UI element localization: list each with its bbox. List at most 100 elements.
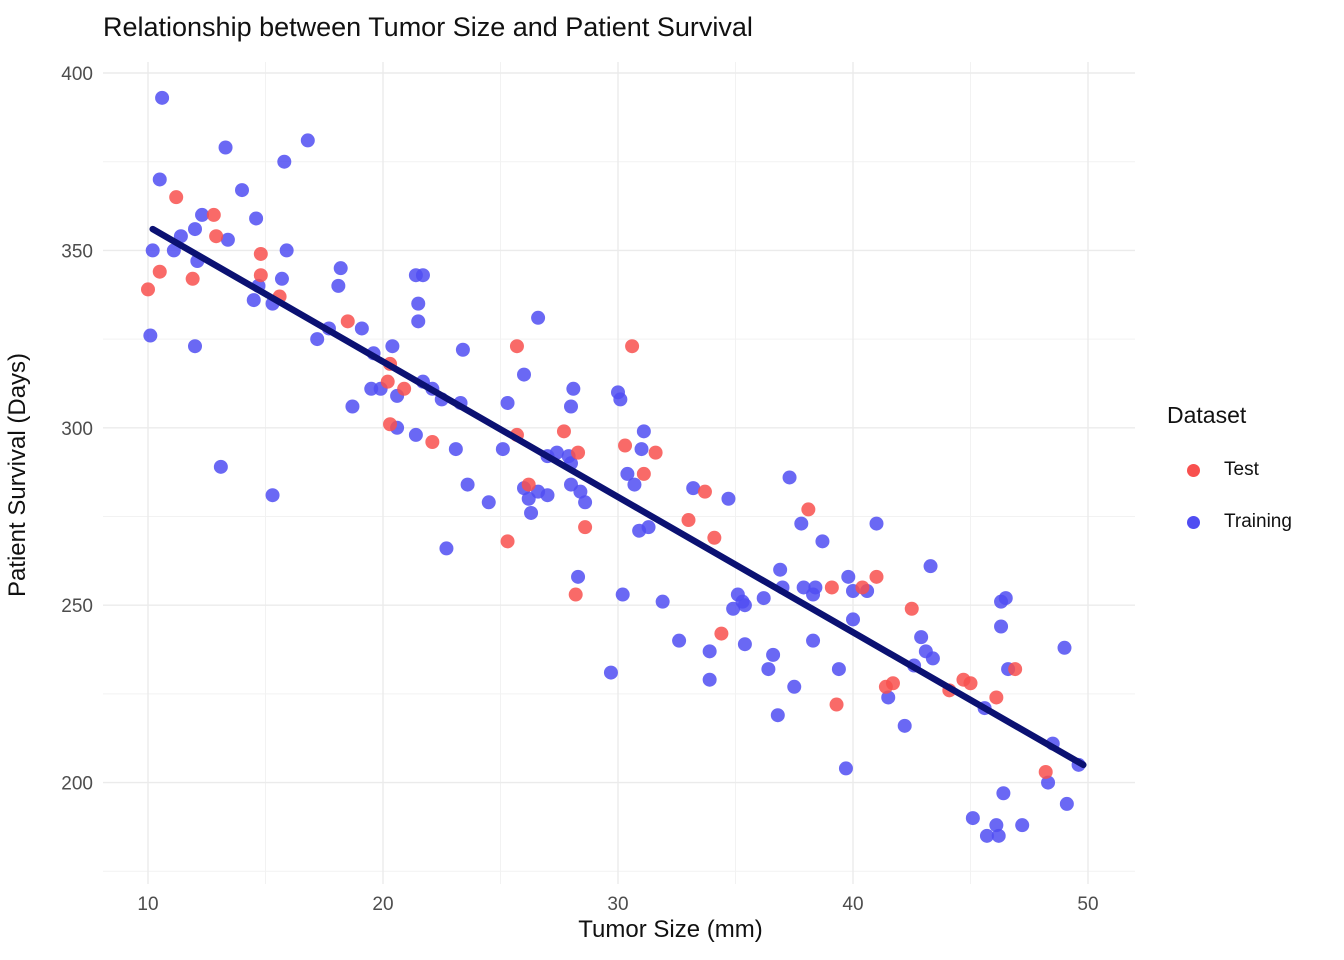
training-data-point [702,672,717,687]
training-data-point [439,541,454,556]
training-data-point [806,633,821,648]
training-data-point [641,520,656,535]
training-data-point [249,211,264,226]
test-data-point [521,477,536,492]
legend: Dataset Test Training [1167,402,1343,533]
x-tick-label: 40 [842,894,863,915]
test-data-point [253,268,268,283]
training-data-point [782,470,797,485]
training-data-point [1057,640,1072,655]
y-tick-label: 250 [61,596,93,617]
training-data-point [385,339,400,354]
test-data-point [169,190,184,205]
training-data-point [627,477,642,492]
legend-dot-icon [1187,515,1200,529]
training-data-point [481,495,496,510]
x-tick-label: 50 [1077,894,1098,915]
training-data-point [448,442,463,457]
test-data-point [571,445,586,460]
training-data-point [524,505,539,520]
training-data-point [794,516,809,531]
test-data-point [556,424,571,439]
training-data-point [578,495,593,510]
test-data-point [500,534,515,549]
training-data-point [521,491,536,506]
y-axis-title: Patient Survival (Days) [4,352,31,598]
y-tick-label: 300 [61,419,93,440]
training-data-point [770,708,785,723]
training-data-point [831,662,846,677]
training-data-point [672,633,687,648]
test-data-point [625,339,640,354]
test-data-point [714,626,729,641]
test-data-point [824,580,839,595]
training-data-point [265,488,280,503]
test-data-point [185,271,200,286]
training-data-point [846,612,860,627]
test-data-point [869,569,884,584]
training-data-point [620,466,635,481]
test-data-point [636,466,651,481]
test-data-point [885,676,900,691]
training-data-point [345,399,360,414]
x-tick-label: 10 [137,894,158,915]
training-data-point [152,172,167,187]
training-data-point [455,342,470,357]
x-axis-title: Tumor Size (mm) [0,916,1238,944]
training-data-point [571,569,586,584]
training-data-point [333,261,348,276]
training-data-point [737,637,752,652]
training-data-point [761,662,776,677]
test-data-point [380,374,395,389]
test-data-point [1008,662,1023,677]
training-data-point [218,140,233,155]
test-data-point [648,445,663,460]
legend-item-label: Test [1224,459,1259,480]
test-data-point [1038,764,1053,779]
test-data-point [989,690,1004,705]
x-tick-label: 30 [607,894,628,915]
training-data-point [1041,775,1056,790]
y-tick-label: 200 [61,774,93,795]
test-data-point [152,264,167,279]
test-data-point [697,484,712,499]
training-data-point [603,665,618,680]
x-tick-label: 20 [372,894,393,915]
test-data-point [383,417,398,432]
training-data-point [989,818,1004,833]
test-data-point [141,282,155,297]
training-data-point [702,644,717,659]
training-data-point [408,427,423,442]
training-data-point [881,690,896,705]
training-data-point [615,587,630,602]
training-data-point [495,442,510,457]
training-data-point [998,591,1013,606]
training-data-point [155,90,170,105]
training-data-point [636,424,651,439]
test-data-point [963,676,978,691]
training-data-point [766,647,781,662]
training-data-point [331,278,346,293]
y-tick-label: 350 [61,241,93,262]
training-data-point [566,381,581,396]
test-data-point [206,207,221,222]
training-data-point [897,718,912,733]
training-data-point [1059,796,1074,811]
training-data-point [460,477,475,492]
training-data-point [756,591,771,606]
training-data-point [411,314,426,329]
training-data-point [634,442,649,457]
training-data-point [806,587,821,602]
training-data-point [787,679,802,694]
test-data-point [253,246,268,261]
test-data-point [801,502,816,517]
training-data-point [841,569,856,584]
x-axis-title-text: Tumor Size (mm) [578,916,763,943]
y-tick-label: 400 [61,64,93,85]
trend-line [149,225,1087,769]
test-data-point [681,513,696,528]
training-data-point [277,154,292,169]
chart-title: Relationship between Tumor Size and Pati… [103,12,753,42]
